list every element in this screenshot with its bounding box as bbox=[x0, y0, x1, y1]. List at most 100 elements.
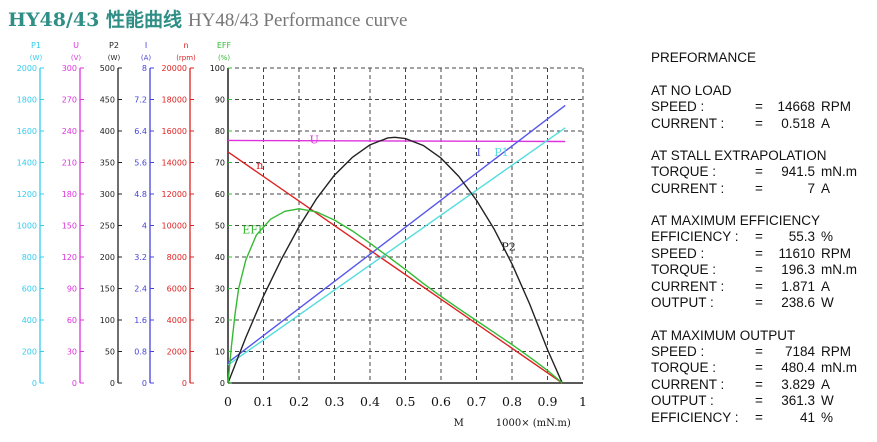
y-tick-label: 20 bbox=[215, 316, 225, 325]
series-eff-line bbox=[227, 208, 563, 384]
spec-unit: W bbox=[821, 295, 834, 310]
spec-label: EFFICIENCY : bbox=[651, 409, 739, 425]
y-tick-label: 600 bbox=[22, 285, 37, 294]
equals-sign: = bbox=[755, 295, 763, 310]
y-tick-label: 3.2 bbox=[134, 253, 147, 262]
series-label: U bbox=[310, 134, 319, 147]
spec-unit: mN.m bbox=[821, 164, 857, 179]
y-tick-label: 100 bbox=[210, 64, 225, 73]
y-tick-label: 150 bbox=[100, 285, 115, 294]
y-tick-label: 4 bbox=[142, 222, 147, 231]
spec-row: CURRENT : = 1.871 A bbox=[651, 279, 871, 296]
spec-value: 0.518 bbox=[781, 115, 815, 131]
y-tick-label: 150 bbox=[62, 222, 77, 231]
title-chinese: HY48/43 性能曲线 bbox=[8, 9, 182, 31]
y-tick-label: 50 bbox=[215, 222, 225, 231]
panel-section: AT NO LOAD SPEED : = 14668 RPM CURRENT : = 0.51… bbox=[651, 83, 871, 132]
y-tick-label: 0 bbox=[32, 379, 37, 388]
y-tick-label: 2.4 bbox=[134, 285, 147, 294]
spec-unit: RPM bbox=[821, 245, 851, 261]
spec-label: OUTPUT : bbox=[651, 295, 714, 310]
y-tick-label: 70 bbox=[215, 159, 225, 168]
y-axis-unit: (rpm) bbox=[176, 54, 196, 62]
y-tick-label: 30 bbox=[215, 285, 225, 294]
section-title: AT STALL EXTRAPOLATION bbox=[651, 148, 827, 163]
y-tick-label: 1200 bbox=[17, 190, 37, 199]
y-axis-name: n bbox=[183, 41, 188, 50]
spec-value: 3.829 bbox=[781, 376, 815, 392]
y-tick-label: 200 bbox=[100, 253, 115, 262]
series-label: EFF bbox=[242, 223, 266, 236]
x-tick-label: 0.7 bbox=[467, 394, 487, 409]
series-label: P2 bbox=[501, 241, 515, 254]
y-axis-name: EFF bbox=[217, 41, 232, 50]
series-n-line bbox=[227, 151, 563, 384]
equals-sign: = bbox=[755, 409, 763, 425]
y-tick-label: 180 bbox=[62, 190, 77, 199]
y-tick-label: 18000 bbox=[162, 96, 187, 105]
y-axis-unit: (V) bbox=[71, 54, 82, 62]
y-tick-label: 210 bbox=[62, 159, 77, 168]
title-english: HY48/43 Performance curve bbox=[187, 10, 408, 31]
spec-row: CURRENT : = 3.829 A bbox=[651, 377, 871, 394]
y-tick-label: 12000 bbox=[162, 190, 187, 199]
spec-row: TORQUE : = 480.4 mN.m bbox=[651, 360, 871, 377]
section-title: AT NO LOAD bbox=[651, 83, 732, 98]
y-axis-unit: (%) bbox=[218, 54, 230, 62]
y-tick-label: 500 bbox=[100, 64, 115, 73]
spec-row: CURRENT : = 0.518 A bbox=[651, 116, 871, 133]
y-tick-label: 0 bbox=[182, 379, 187, 388]
spec-unit: mN.m bbox=[821, 262, 857, 277]
spec-label: SPEED : bbox=[651, 245, 705, 261]
y-tick-label: 20000 bbox=[162, 64, 187, 73]
spec-value: 1.871 bbox=[781, 278, 815, 294]
y-tick-label: 350 bbox=[100, 159, 115, 168]
spec-unit: A bbox=[821, 376, 831, 392]
y-tick-label: 1400 bbox=[17, 159, 37, 168]
spec-value: 480.4 bbox=[781, 360, 815, 375]
y-tick-label: 90 bbox=[67, 285, 77, 294]
spec-label: EFFICIENCY : bbox=[651, 229, 739, 244]
spec-label: CURRENT : bbox=[651, 115, 725, 131]
panel-section: AT MAXIMUM OUTPUT SPEED : = 7184 RPM TORQUE :… bbox=[651, 328, 871, 427]
y-tick-label: 200 bbox=[22, 348, 37, 357]
series-u-line bbox=[227, 139, 566, 143]
y-tick-label: 0 bbox=[72, 379, 77, 388]
spec-row: SPEED : = 11610 RPM bbox=[651, 246, 871, 263]
y-tick-label: 100 bbox=[100, 316, 115, 325]
spec-unit: % bbox=[821, 229, 834, 244]
series-p2-line bbox=[227, 136, 563, 384]
x-tick-label: 0.3 bbox=[325, 394, 345, 409]
spec-unit: A bbox=[821, 115, 831, 131]
spec-row: EFFICIENCY : = 41% bbox=[651, 410, 871, 427]
section-title: AT MAXIMUM OUTPUT bbox=[651, 327, 796, 343]
y-tick-label: 8 bbox=[142, 64, 147, 73]
y-tick-label: 300 bbox=[100, 190, 115, 199]
spec-row: EFFICIENCY : = 55.3% bbox=[651, 229, 871, 246]
y-tick-label: 60 bbox=[215, 190, 225, 199]
y-tick-label: 10 bbox=[215, 348, 225, 357]
equals-sign: = bbox=[755, 393, 763, 408]
y-tick-label: 0 bbox=[220, 379, 225, 388]
y-tick-label: 8000 bbox=[167, 253, 187, 262]
y-tick-label: 400 bbox=[100, 127, 115, 136]
spec-unit: RPM bbox=[821, 343, 851, 359]
y-tick-label: 0.8 bbox=[134, 348, 147, 357]
x-tick-label: 0.9 bbox=[538, 394, 558, 409]
spec-row: SPEED : = 14668 RPM bbox=[651, 99, 871, 116]
y-axis-name: U bbox=[73, 41, 79, 50]
spec-row: SPEED : = 7184 RPM bbox=[651, 344, 871, 361]
y-tick-label: 1600 bbox=[17, 127, 37, 136]
equals-sign: = bbox=[755, 115, 763, 131]
y-tick-label: 4000 bbox=[167, 316, 187, 325]
y-tick-label: 40 bbox=[215, 253, 225, 262]
spec-label: TORQUE : bbox=[651, 262, 717, 277]
y-tick-label: 16000 bbox=[162, 127, 187, 136]
equals-sign: = bbox=[755, 164, 763, 179]
equals-sign: = bbox=[755, 245, 763, 261]
spec-unit: W bbox=[821, 393, 834, 408]
spec-unit: RPM bbox=[821, 99, 851, 114]
x-axis-unit: 1000× (mN.m) bbox=[496, 418, 571, 429]
panel-section: AT MAXIMUM EFFICIENCY EFFICIENCY : = 55.3% S… bbox=[651, 213, 871, 312]
equals-sign: = bbox=[755, 262, 763, 277]
